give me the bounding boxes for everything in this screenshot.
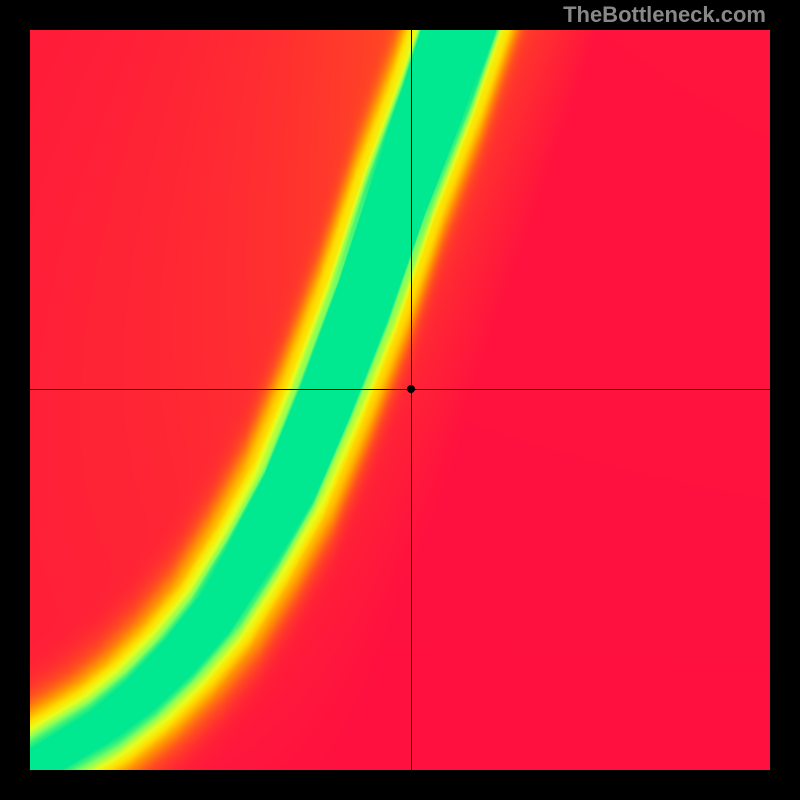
plot-area (30, 30, 770, 770)
watermark-label: TheBottleneck.com (563, 2, 766, 28)
crosshair-vertical (411, 30, 412, 770)
crosshair-horizontal (30, 389, 770, 390)
crosshair-marker (407, 385, 415, 393)
chart-frame: TheBottleneck.com (0, 0, 800, 800)
heatmap-canvas (30, 30, 770, 770)
